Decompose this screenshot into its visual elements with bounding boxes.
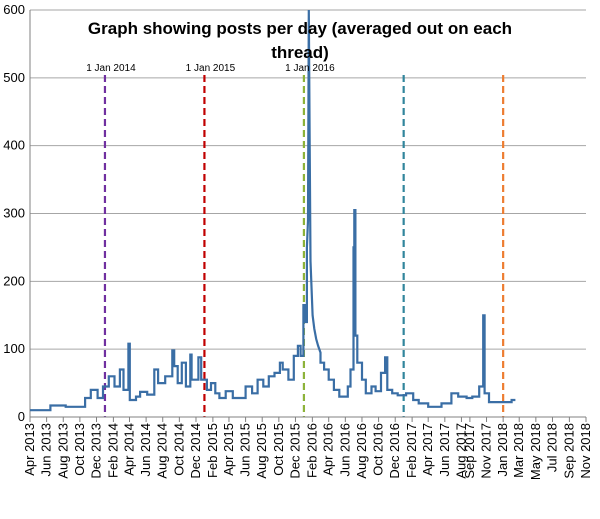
x-tick-label: Aug 2017 <box>453 423 468 479</box>
x-tick-label: Nov 2017 <box>479 423 494 479</box>
axes <box>29 10 587 422</box>
y-tick-label: 200 <box>3 273 25 288</box>
x-tick-label: Sep 2018 <box>561 423 576 479</box>
x-tick-label: Apr 2017 <box>420 423 435 476</box>
annotation-label: 1 Jan 2016 <box>285 63 335 74</box>
x-tick-label: Feb 2014 <box>105 423 120 478</box>
chart-title-line-1: Graph showing posts per day (averaged ou… <box>88 19 512 38</box>
x-tick-label: Oct 2014 <box>171 423 186 476</box>
annotation-lines <box>103 75 505 417</box>
x-tick-label: Apr 2014 <box>121 423 136 476</box>
annotation-labels: 1 Jan 2014 1 Jan 2015 1 Jan 2016 <box>86 63 335 74</box>
x-tick-label: Nov 2018 <box>578 423 593 479</box>
y-tick-label: 0 <box>18 409 25 424</box>
x-tick-label: May 2018 <box>528 423 543 480</box>
x-tick-label: Feb 2016 <box>304 423 319 478</box>
x-tick-label: Mar 2018 <box>511 423 526 478</box>
x-tick-label: Dec 2016 <box>387 423 402 479</box>
x-tick-label: Feb 2017 <box>404 423 419 478</box>
series-line <box>30 9 516 412</box>
x-tick-label: Oct 2016 <box>371 423 386 476</box>
y-tick-label: 100 <box>3 341 25 356</box>
x-tick-label: Aug 2016 <box>354 423 369 479</box>
chart-title-line-2: thread) <box>271 43 329 62</box>
annotation-label: 1 Jan 2014 <box>86 63 136 74</box>
x-tick-label: Jun 2014 <box>138 423 153 477</box>
x-tick-label: Dec 2014 <box>188 423 203 479</box>
x-tick-label: Apr 2016 <box>321 423 336 476</box>
series-layer <box>30 9 516 412</box>
x-tick-label: Oct 2015 <box>271 423 286 476</box>
x-tick-label: Jan 2018 <box>495 423 510 477</box>
x-tick-label: Jun 2015 <box>238 423 253 477</box>
x-tick-label: Jun 2013 <box>39 423 54 477</box>
x-tick-label: Dec 2013 <box>89 423 104 479</box>
x-tick-label: Jun 2017 <box>437 423 452 477</box>
x-tick-label: Aug 2015 <box>254 423 269 479</box>
x-tick-label: Oct 2013 <box>72 423 87 476</box>
x-tick-label: Feb 2015 <box>205 423 220 478</box>
x-tick-label: Apr 2013 <box>22 423 37 476</box>
x-tick-label: Sep 2017 <box>462 423 477 479</box>
annotation-label: 1 Jan 2015 <box>186 63 236 74</box>
x-tick-label: Dec 2015 <box>287 423 302 479</box>
x-tick-label: Jul 2018 <box>544 423 559 472</box>
y-tick-label: 300 <box>3 206 25 221</box>
x-tick-label: Jun 2016 <box>337 423 352 477</box>
y-tick-label: 400 <box>3 138 25 153</box>
x-tick-labels: Apr 2013 Jun 2013 Aug 2013 Oct 2013 Dec 2013… <box>22 423 593 480</box>
y-tick-labels: 0 100 200 300 400 500 600 <box>3 2 25 424</box>
x-tick-label: Apr 2015 <box>221 423 236 476</box>
y-tick-label: 600 <box>3 2 25 17</box>
y-tick-label: 500 <box>3 70 25 85</box>
x-tick-label: Aug 2013 <box>55 423 70 479</box>
x-tick-label: Aug 2014 <box>155 423 170 479</box>
